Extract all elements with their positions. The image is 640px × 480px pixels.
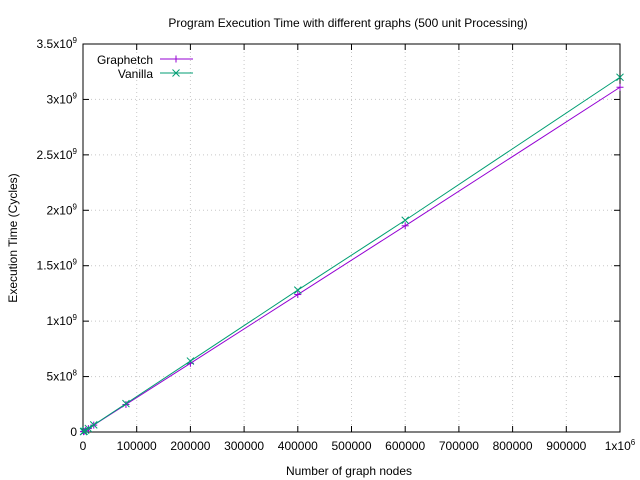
legend-label-vanilla: Vanilla [118, 67, 153, 81]
x-tick-label: 500000 [331, 439, 371, 453]
legend: Graphetch Vanilla [97, 53, 193, 81]
x-tick-label: 600000 [385, 439, 425, 453]
chart-title: Program Execution Time with different gr… [168, 16, 527, 30]
y-axis-label: Execution Time (Cycles) [6, 173, 20, 302]
series-layer [79, 73, 624, 436]
grid-layer [83, 44, 620, 432]
y-tick-label: 2x109 [47, 202, 78, 217]
y-tick-exponent: 8 [73, 369, 78, 378]
legend-marker-vanilla [172, 69, 180, 77]
data-point-graphetch [401, 222, 409, 230]
y-tick-label: 3x109 [47, 91, 78, 106]
x-tick-label: 100000 [117, 439, 157, 453]
x-tick-label: 900000 [546, 439, 586, 453]
plot-frame [82, 43, 621, 433]
y-tick-exponent: 9 [73, 258, 78, 267]
y-tick-exponent: 9 [73, 313, 78, 322]
x-tick-label: 1x106 [605, 438, 636, 453]
data-point-graphetch [294, 291, 302, 299]
data-point-vanilla [616, 73, 624, 82]
y-tick-exponent: 9 [73, 91, 78, 100]
y-tick-label: 1x109 [47, 313, 78, 328]
x-tick-label: 700000 [439, 439, 479, 453]
x-tick-label: 200000 [170, 439, 210, 453]
y-tick-exponent: 9 [73, 147, 78, 156]
series-line-graphetch [83, 86, 621, 433]
data-point-vanilla [89, 421, 98, 429]
y-tick-label: 3.5x109 [37, 36, 78, 51]
series-line-vanilla [83, 76, 621, 433]
y-tick-label: 0 [70, 425, 77, 439]
y-tick-label: 5x108 [47, 369, 78, 384]
x-axis-label: Number of graph nodes [286, 464, 412, 478]
data-point-graphetch [122, 401, 130, 409]
y-tick-exponent: 9 [73, 202, 78, 211]
x-tick-label: 800000 [493, 439, 533, 453]
x-tick-label: 0 [80, 439, 87, 453]
data-point-vanilla [122, 399, 130, 408]
tick-layer: 0 100000 200000 300000 400000 500000 600000 700… [37, 36, 636, 453]
x-tick-label: 300000 [224, 439, 264, 453]
data-point-graphetch [616, 83, 624, 91]
x-tick-exponent: 6 [631, 438, 636, 447]
data-point-vanilla [186, 357, 195, 365]
x-tick-label: 400000 [278, 439, 318, 453]
data-point-vanilla [293, 286, 302, 294]
y-tick-label: 2.5x109 [37, 147, 78, 162]
data-point-vanilla [84, 424, 93, 433]
legend-label-graphetch: Graphetch [97, 53, 153, 67]
data-point-vanilla [401, 216, 410, 225]
y-tick-label: 1.5x109 [37, 258, 78, 273]
y-tick-exponent: 9 [73, 36, 78, 45]
legend-marker-graphetch [172, 55, 180, 63]
